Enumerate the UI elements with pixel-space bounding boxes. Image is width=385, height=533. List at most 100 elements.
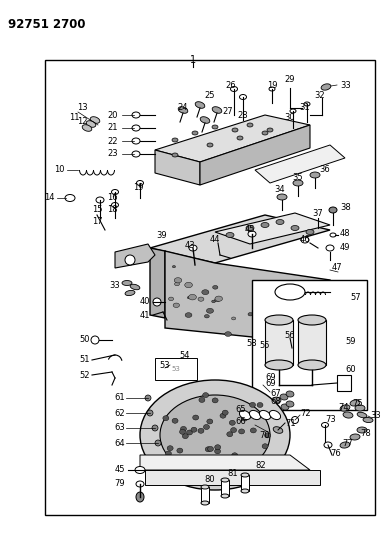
Ellipse shape	[122, 280, 132, 286]
Text: 59: 59	[345, 337, 355, 346]
Circle shape	[153, 298, 161, 306]
Text: 21: 21	[107, 124, 118, 133]
Ellipse shape	[214, 298, 220, 302]
Ellipse shape	[195, 102, 205, 108]
Ellipse shape	[172, 265, 176, 268]
Text: 20: 20	[107, 110, 118, 119]
Ellipse shape	[65, 195, 75, 201]
Ellipse shape	[221, 494, 229, 498]
Ellipse shape	[207, 143, 213, 147]
Ellipse shape	[270, 410, 281, 419]
Ellipse shape	[189, 461, 195, 466]
Ellipse shape	[198, 429, 204, 433]
Ellipse shape	[264, 325, 272, 330]
Ellipse shape	[201, 485, 209, 489]
Text: 23: 23	[107, 149, 118, 158]
Ellipse shape	[207, 419, 213, 424]
Ellipse shape	[276, 220, 284, 224]
Text: 45: 45	[245, 225, 255, 235]
Circle shape	[145, 395, 151, 401]
Text: 43: 43	[185, 240, 195, 249]
Ellipse shape	[186, 430, 192, 435]
Ellipse shape	[205, 447, 211, 452]
Text: 72: 72	[300, 408, 311, 417]
Ellipse shape	[277, 194, 287, 200]
Ellipse shape	[269, 87, 275, 91]
Bar	[265, 320, 293, 365]
Ellipse shape	[227, 432, 233, 437]
Ellipse shape	[215, 445, 221, 450]
Text: 10: 10	[55, 166, 65, 174]
Ellipse shape	[262, 443, 268, 449]
Polygon shape	[255, 145, 345, 183]
Ellipse shape	[301, 237, 309, 243]
Ellipse shape	[202, 290, 209, 295]
Text: 31: 31	[300, 103, 310, 112]
Bar	[298, 320, 326, 365]
Ellipse shape	[304, 102, 310, 106]
Ellipse shape	[298, 315, 326, 325]
Ellipse shape	[273, 427, 283, 433]
Ellipse shape	[241, 489, 249, 493]
Ellipse shape	[199, 398, 205, 402]
Ellipse shape	[197, 455, 203, 461]
Text: 26: 26	[226, 80, 236, 90]
Text: 54: 54	[180, 351, 190, 359]
Ellipse shape	[215, 296, 223, 301]
Text: 18: 18	[107, 206, 117, 214]
Bar	[155, 358, 197, 380]
Ellipse shape	[173, 303, 179, 308]
Text: 69: 69	[265, 378, 276, 387]
Text: 70: 70	[260, 431, 270, 440]
Text: 40: 40	[139, 297, 150, 306]
Text: 33: 33	[340, 80, 351, 90]
Ellipse shape	[281, 404, 289, 410]
Ellipse shape	[310, 172, 320, 178]
Ellipse shape	[179, 429, 186, 434]
Ellipse shape	[223, 464, 229, 469]
Text: 36: 36	[320, 166, 330, 174]
Text: 22: 22	[107, 136, 118, 146]
Ellipse shape	[172, 138, 178, 142]
Ellipse shape	[340, 442, 350, 448]
Ellipse shape	[262, 131, 268, 135]
Text: 57: 57	[350, 294, 361, 303]
Text: 1: 1	[190, 55, 196, 65]
Ellipse shape	[96, 197, 104, 203]
Ellipse shape	[324, 442, 332, 448]
Ellipse shape	[185, 282, 192, 288]
Text: 66: 66	[235, 417, 246, 426]
Text: 65: 65	[235, 406, 246, 415]
Ellipse shape	[125, 290, 135, 296]
Text: 12: 12	[77, 117, 87, 126]
Ellipse shape	[220, 413, 226, 418]
Ellipse shape	[166, 451, 171, 456]
Ellipse shape	[226, 232, 234, 238]
Text: 77: 77	[342, 439, 353, 448]
Ellipse shape	[192, 415, 199, 420]
Ellipse shape	[204, 314, 209, 318]
Ellipse shape	[363, 417, 373, 423]
Polygon shape	[215, 213, 330, 244]
Ellipse shape	[189, 294, 196, 300]
Bar	[145, 470, 320, 485]
Ellipse shape	[169, 297, 174, 301]
Text: 58: 58	[246, 338, 257, 348]
Text: 75: 75	[352, 399, 363, 408]
Ellipse shape	[286, 401, 294, 407]
Text: 71: 71	[285, 418, 296, 427]
Ellipse shape	[200, 117, 210, 123]
Ellipse shape	[261, 330, 264, 333]
Ellipse shape	[321, 423, 328, 427]
Ellipse shape	[343, 412, 353, 418]
Ellipse shape	[187, 296, 191, 298]
Ellipse shape	[163, 416, 169, 421]
Polygon shape	[140, 455, 310, 470]
Ellipse shape	[357, 412, 367, 418]
Ellipse shape	[172, 153, 178, 157]
Ellipse shape	[221, 478, 229, 482]
Bar	[45, 60, 375, 515]
Text: 46: 46	[300, 236, 310, 245]
Ellipse shape	[273, 397, 281, 403]
Text: 49: 49	[340, 244, 350, 253]
